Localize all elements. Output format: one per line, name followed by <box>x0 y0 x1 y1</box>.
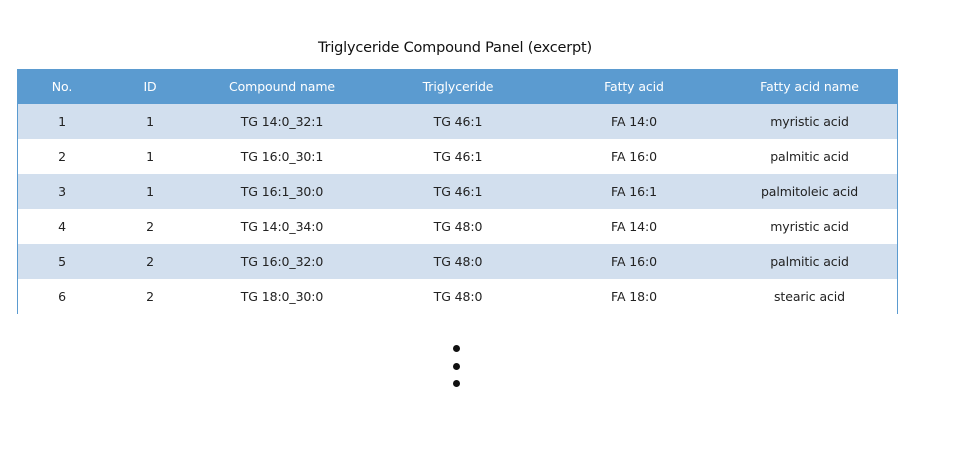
ellipsis-dot <box>453 380 460 387</box>
cell-triglyceride: TG 48:0 <box>370 244 546 279</box>
cell-fatty-acid-name: palmitic acid <box>722 139 897 174</box>
cell-no: 2 <box>18 139 106 174</box>
cell-triglyceride: TG 46:1 <box>370 104 546 139</box>
cell-no: 6 <box>18 279 106 314</box>
cell-triglyceride: TG 46:1 <box>370 139 546 174</box>
table-title: Triglyceride Compound Panel (excerpt) <box>318 40 592 56</box>
cell-compound-name: TG 16:1_30:0 <box>194 174 370 209</box>
column-header-triglyceride: Triglyceride <box>370 69 546 104</box>
table-header-row: No. ID Compound name Triglyceride Fatty … <box>18 69 897 104</box>
cell-fatty-acid: FA 16:0 <box>546 244 722 279</box>
cell-compound-name: TG 16:0_32:0 <box>194 244 370 279</box>
cell-fatty-acid-name: myristic acid <box>722 104 897 139</box>
cell-no: 1 <box>18 104 106 139</box>
column-header-id: ID <box>106 69 194 104</box>
cell-id: 1 <box>106 174 194 209</box>
cell-id: 2 <box>106 279 194 314</box>
cell-id: 1 <box>106 139 194 174</box>
table-row: 4 2 TG 14:0_34:0 TG 48:0 FA 14:0 myristi… <box>18 209 897 244</box>
cell-id: 1 <box>106 104 194 139</box>
cell-fatty-acid-name: stearic acid <box>722 279 897 314</box>
cell-fatty-acid-name: myristic acid <box>722 209 897 244</box>
cell-fatty-acid: FA 14:0 <box>546 209 722 244</box>
cell-compound-name: TG 14:0_34:0 <box>194 209 370 244</box>
cell-triglyceride: TG 48:0 <box>370 279 546 314</box>
column-header-compound-name: Compound name <box>194 69 370 104</box>
cell-compound-name: TG 14:0_32:1 <box>194 104 370 139</box>
cell-fatty-acid-name: palmitoleic acid <box>722 174 897 209</box>
cell-triglyceride: TG 46:1 <box>370 174 546 209</box>
cell-fatty-acid: FA 18:0 <box>546 279 722 314</box>
cell-triglyceride: TG 48:0 <box>370 209 546 244</box>
table-row: 5 2 TG 16:0_32:0 TG 48:0 FA 16:0 palmiti… <box>18 244 897 279</box>
cell-no: 5 <box>18 244 106 279</box>
table-row: 1 1 TG 14:0_32:1 TG 46:1 FA 14:0 myristi… <box>18 104 897 139</box>
table-row: 3 1 TG 16:1_30:0 TG 46:1 FA 16:1 palmito… <box>18 174 897 209</box>
vertical-ellipsis-icon <box>453 345 461 398</box>
cell-id: 2 <box>106 209 194 244</box>
table-row: 2 1 TG 16:0_30:1 TG 46:1 FA 16:0 palmiti… <box>18 139 897 174</box>
column-header-no: No. <box>18 69 106 104</box>
column-header-fatty-acid-name: Fatty acid name <box>722 69 897 104</box>
cell-no: 4 <box>18 209 106 244</box>
cell-fatty-acid-name: palmitic acid <box>722 244 897 279</box>
cell-fatty-acid: FA 14:0 <box>546 104 722 139</box>
ellipsis-dot <box>453 345 460 352</box>
cell-compound-name: TG 16:0_30:1 <box>194 139 370 174</box>
ellipsis-dot <box>453 362 460 370</box>
cell-id: 2 <box>106 244 194 279</box>
column-header-fatty-acid: Fatty acid <box>546 69 722 104</box>
cell-no: 3 <box>18 174 106 209</box>
cell-compound-name: TG 18:0_30:0 <box>194 279 370 314</box>
cell-fatty-acid: FA 16:0 <box>546 139 722 174</box>
cell-fatty-acid: FA 16:1 <box>546 174 722 209</box>
compound-table: No. ID Compound name Triglyceride Fatty … <box>17 69 898 314</box>
table-row: 6 2 TG 18:0_30:0 TG 48:0 FA 18:0 stearic… <box>18 279 897 314</box>
